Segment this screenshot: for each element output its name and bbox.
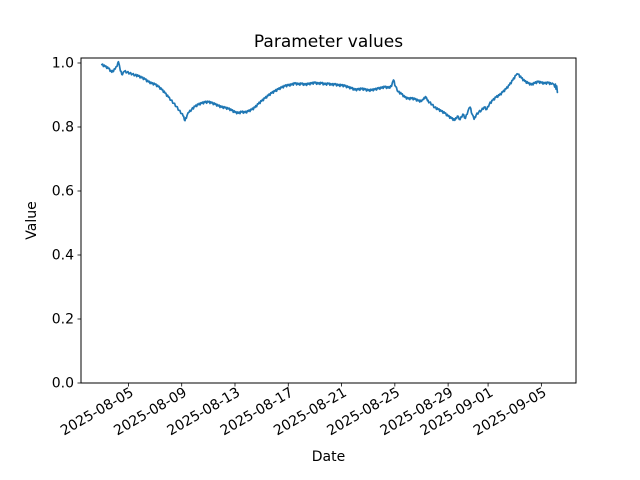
x-axis-label: Date <box>312 449 345 465</box>
y-axis-label: Value <box>24 201 40 239</box>
y-axis-ticks: 0.0 0.2 0.4 0.6 0.8 1.0 <box>52 55 81 392</box>
y-tick-label: 0.6 <box>52 183 74 199</box>
y-tick-label: 1.0 <box>52 55 74 71</box>
y-tick-label: 0.8 <box>52 119 74 135</box>
y-tick-label: 0.2 <box>52 311 74 327</box>
chart-title: Parameter values <box>254 32 403 52</box>
data-line <box>100 60 559 122</box>
y-tick-label: 0.0 <box>52 376 74 392</box>
plot-frame <box>80 57 577 384</box>
y-tick-label: 0.4 <box>52 247 74 263</box>
